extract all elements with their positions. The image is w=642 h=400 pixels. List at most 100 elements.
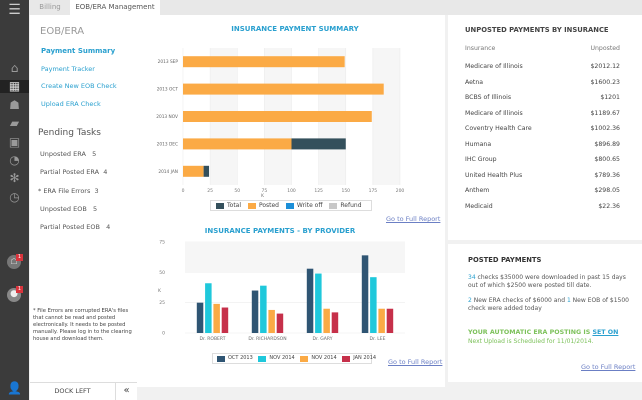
- posted-title: POSTED PAYMENTS: [468, 256, 542, 264]
- y-tick-label: 75: [159, 240, 165, 246]
- summary-legend: Total Posted Write off Refund: [210, 200, 372, 211]
- menu-icon[interactable]: ☰: [8, 2, 21, 18]
- insurance-name: BCBS of Illinois: [465, 94, 512, 101]
- posted-summary-1: 34 checks $35000 were downloaded in past…: [468, 274, 633, 290]
- legend-label: Posted: [258, 202, 279, 209]
- collapse-panel-button[interactable]: «: [115, 382, 137, 400]
- table-row[interactable]: Aetna $1600.23: [465, 79, 620, 86]
- table-row[interactable]: Medicaid $22.36: [465, 203, 620, 210]
- next-upload-text: Next Upload is Scheduled for 11/01/2014.: [468, 338, 594, 345]
- task-count: 3: [94, 187, 99, 195]
- table-row[interactable]: Humana $896.89: [465, 141, 620, 148]
- table-row[interactable]: Medicare of Illinois $1189.67: [465, 110, 620, 117]
- x-tick-label: Dr. LEE: [370, 336, 386, 342]
- check-count: 34: [468, 274, 476, 281]
- dock-left-button[interactable]: DOCK LEFT: [30, 382, 115, 400]
- x-tick-label: Dr. RICHARDSON: [248, 336, 286, 342]
- tab-billing[interactable]: Billing: [39, 3, 61, 11]
- users-icon[interactable]: ☗: [9, 98, 20, 112]
- task-count: 4: [106, 223, 111, 231]
- unposted-payments-panel: UNPOSTED PAYMENTS BY INSURANCE Insurance…: [448, 15, 642, 240]
- y-tick-label: 2013 DEC: [157, 141, 178, 147]
- era-count: 2: [468, 297, 472, 304]
- chart-icon[interactable]: ◔: [9, 153, 20, 167]
- gear-icon[interactable]: ✻: [9, 171, 20, 185]
- insurance-name: Medicare of Illinois: [465, 63, 523, 70]
- task-unposted-era[interactable]: Unposted ERA 5: [40, 150, 96, 158]
- icon-rail: ☰ ⌂ ▦ ☗ ▰ ▣ ◔ ✻ ◷ ☖ 1 ● 1 👤: [0, 0, 29, 400]
- summary-full-report-link[interactable]: Go to Full Report: [386, 215, 441, 223]
- link-payment-summary[interactable]: Payment Summary: [41, 47, 116, 55]
- legend-label: NOV 2014: [311, 355, 337, 361]
- x-tick-label: Dr. GARY: [313, 336, 333, 342]
- task-label: * ERA File Errors: [38, 187, 91, 195]
- x-tick-label: 50: [234, 188, 240, 194]
- summary-text: New ERA checks of $6000 and: [471, 297, 567, 304]
- unposted-amount: $2012.12: [590, 63, 620, 70]
- tab-eob-era-management[interactable]: EOB/ERA Management: [70, 0, 160, 15]
- posted-summary-2: 2 New ERA checks of $6000 and 1 New EOB …: [468, 297, 633, 313]
- y-tick-label: 2014 JAN: [158, 169, 178, 175]
- table-row[interactable]: Coventry Health Care $1002.36: [465, 125, 620, 132]
- user-icon[interactable]: 👤: [7, 381, 22, 395]
- home-icon[interactable]: ⌂: [10, 61, 19, 75]
- link-payment-tracker[interactable]: Payment Tracker: [41, 65, 95, 73]
- x-tick-label: 0: [182, 188, 185, 194]
- document-icon[interactable]: ▣: [8, 135, 21, 149]
- bar-nov-2014: [205, 283, 212, 333]
- task-count: 5: [92, 150, 97, 158]
- bar-posted: [183, 83, 384, 95]
- provider-chart: 0 25 50 75 Dr. ROBERT Dr. RICHARDSON Dr. GARY D…: [159, 240, 405, 342]
- auto-posting-status: YOUR AUTOMATIC ERA POSTING IS SET ON: [468, 329, 633, 337]
- legend-swatch: [258, 355, 267, 362]
- calendar-icon[interactable]: ▦: [0, 80, 29, 93]
- y-tick-label: 25: [159, 300, 165, 306]
- table-row[interactable]: BCBS of Illinois $1201: [465, 94, 620, 101]
- bar-posted: [183, 56, 345, 68]
- provider-chart-title: INSURANCE PAYMENTS - BY PROVIDER: [204, 227, 356, 235]
- summary-x-label: K: [261, 194, 264, 199]
- history-icon[interactable]: ◷: [9, 190, 20, 204]
- legend-swatch: [342, 355, 351, 362]
- unposted-amount: $800.65: [594, 156, 620, 163]
- notification-badge: 1: [16, 254, 23, 261]
- y-tick-label: 2013 NOV: [156, 114, 178, 120]
- bar-oct-2013: [251, 290, 259, 333]
- folder-icon[interactable]: ▰: [9, 116, 20, 130]
- table-row[interactable]: United Health Plus $789.36: [465, 172, 620, 179]
- task-unposted-eob[interactable]: Unposted EOB 5: [40, 205, 97, 213]
- bar-jan-2014: [386, 308, 394, 333]
- insurance-name: Humana: [465, 140, 492, 148]
- unposted-amount: $789.36: [594, 171, 620, 179]
- bar-nov-2014: [378, 308, 385, 333]
- legend-swatch: [247, 202, 256, 209]
- task-label: Unposted EOB: [40, 205, 87, 213]
- grid-band: [185, 242, 405, 273]
- bar-oct-2013: [196, 302, 204, 333]
- table-row[interactable]: IHC Group $800.65: [465, 156, 620, 163]
- bar-nov-2014: [315, 273, 322, 333]
- insurance-name: Anthem: [465, 187, 490, 194]
- table-row[interactable]: Anthem $298.05: [465, 187, 620, 194]
- provider-full-report-link[interactable]: Go to Full Report: [388, 358, 443, 366]
- table-row[interactable]: Medicare of Illinois $2012.12: [465, 63, 620, 70]
- link-create-eob-check[interactable]: Create New EOB Check: [41, 82, 117, 90]
- task-partial-posted-eob[interactable]: Partial Posted EOB 4: [40, 223, 110, 231]
- task-era-file-errors[interactable]: * ERA File Errors 3: [38, 187, 99, 195]
- bar-nov-2014: [370, 277, 377, 333]
- link-upload-era-check[interactable]: Upload ERA Check: [41, 100, 101, 108]
- posted-full-report-link[interactable]: Go to Full Report: [581, 363, 636, 371]
- legend-label: OCT 2013: [228, 355, 253, 361]
- task-partial-posted-era[interactable]: Partial Posted ERA 4: [40, 168, 107, 176]
- task-count: 5: [93, 205, 98, 213]
- grid-band: [372, 48, 400, 185]
- left-panel: EOB/ERA Payment Summary Payment Tracker …: [30, 15, 137, 400]
- legend-label: Refund: [340, 202, 362, 209]
- x-tick-label: 150: [341, 188, 350, 194]
- unposted-amount: $1002.36: [590, 125, 620, 132]
- column-header-unposted: Unposted: [590, 45, 620, 52]
- auto-posting-toggle[interactable]: SET ON: [592, 329, 619, 336]
- bar-nov-2014: [323, 308, 330, 333]
- y-tick-label: 0: [162, 331, 165, 337]
- table-header: Insurance Unposted: [465, 45, 620, 52]
